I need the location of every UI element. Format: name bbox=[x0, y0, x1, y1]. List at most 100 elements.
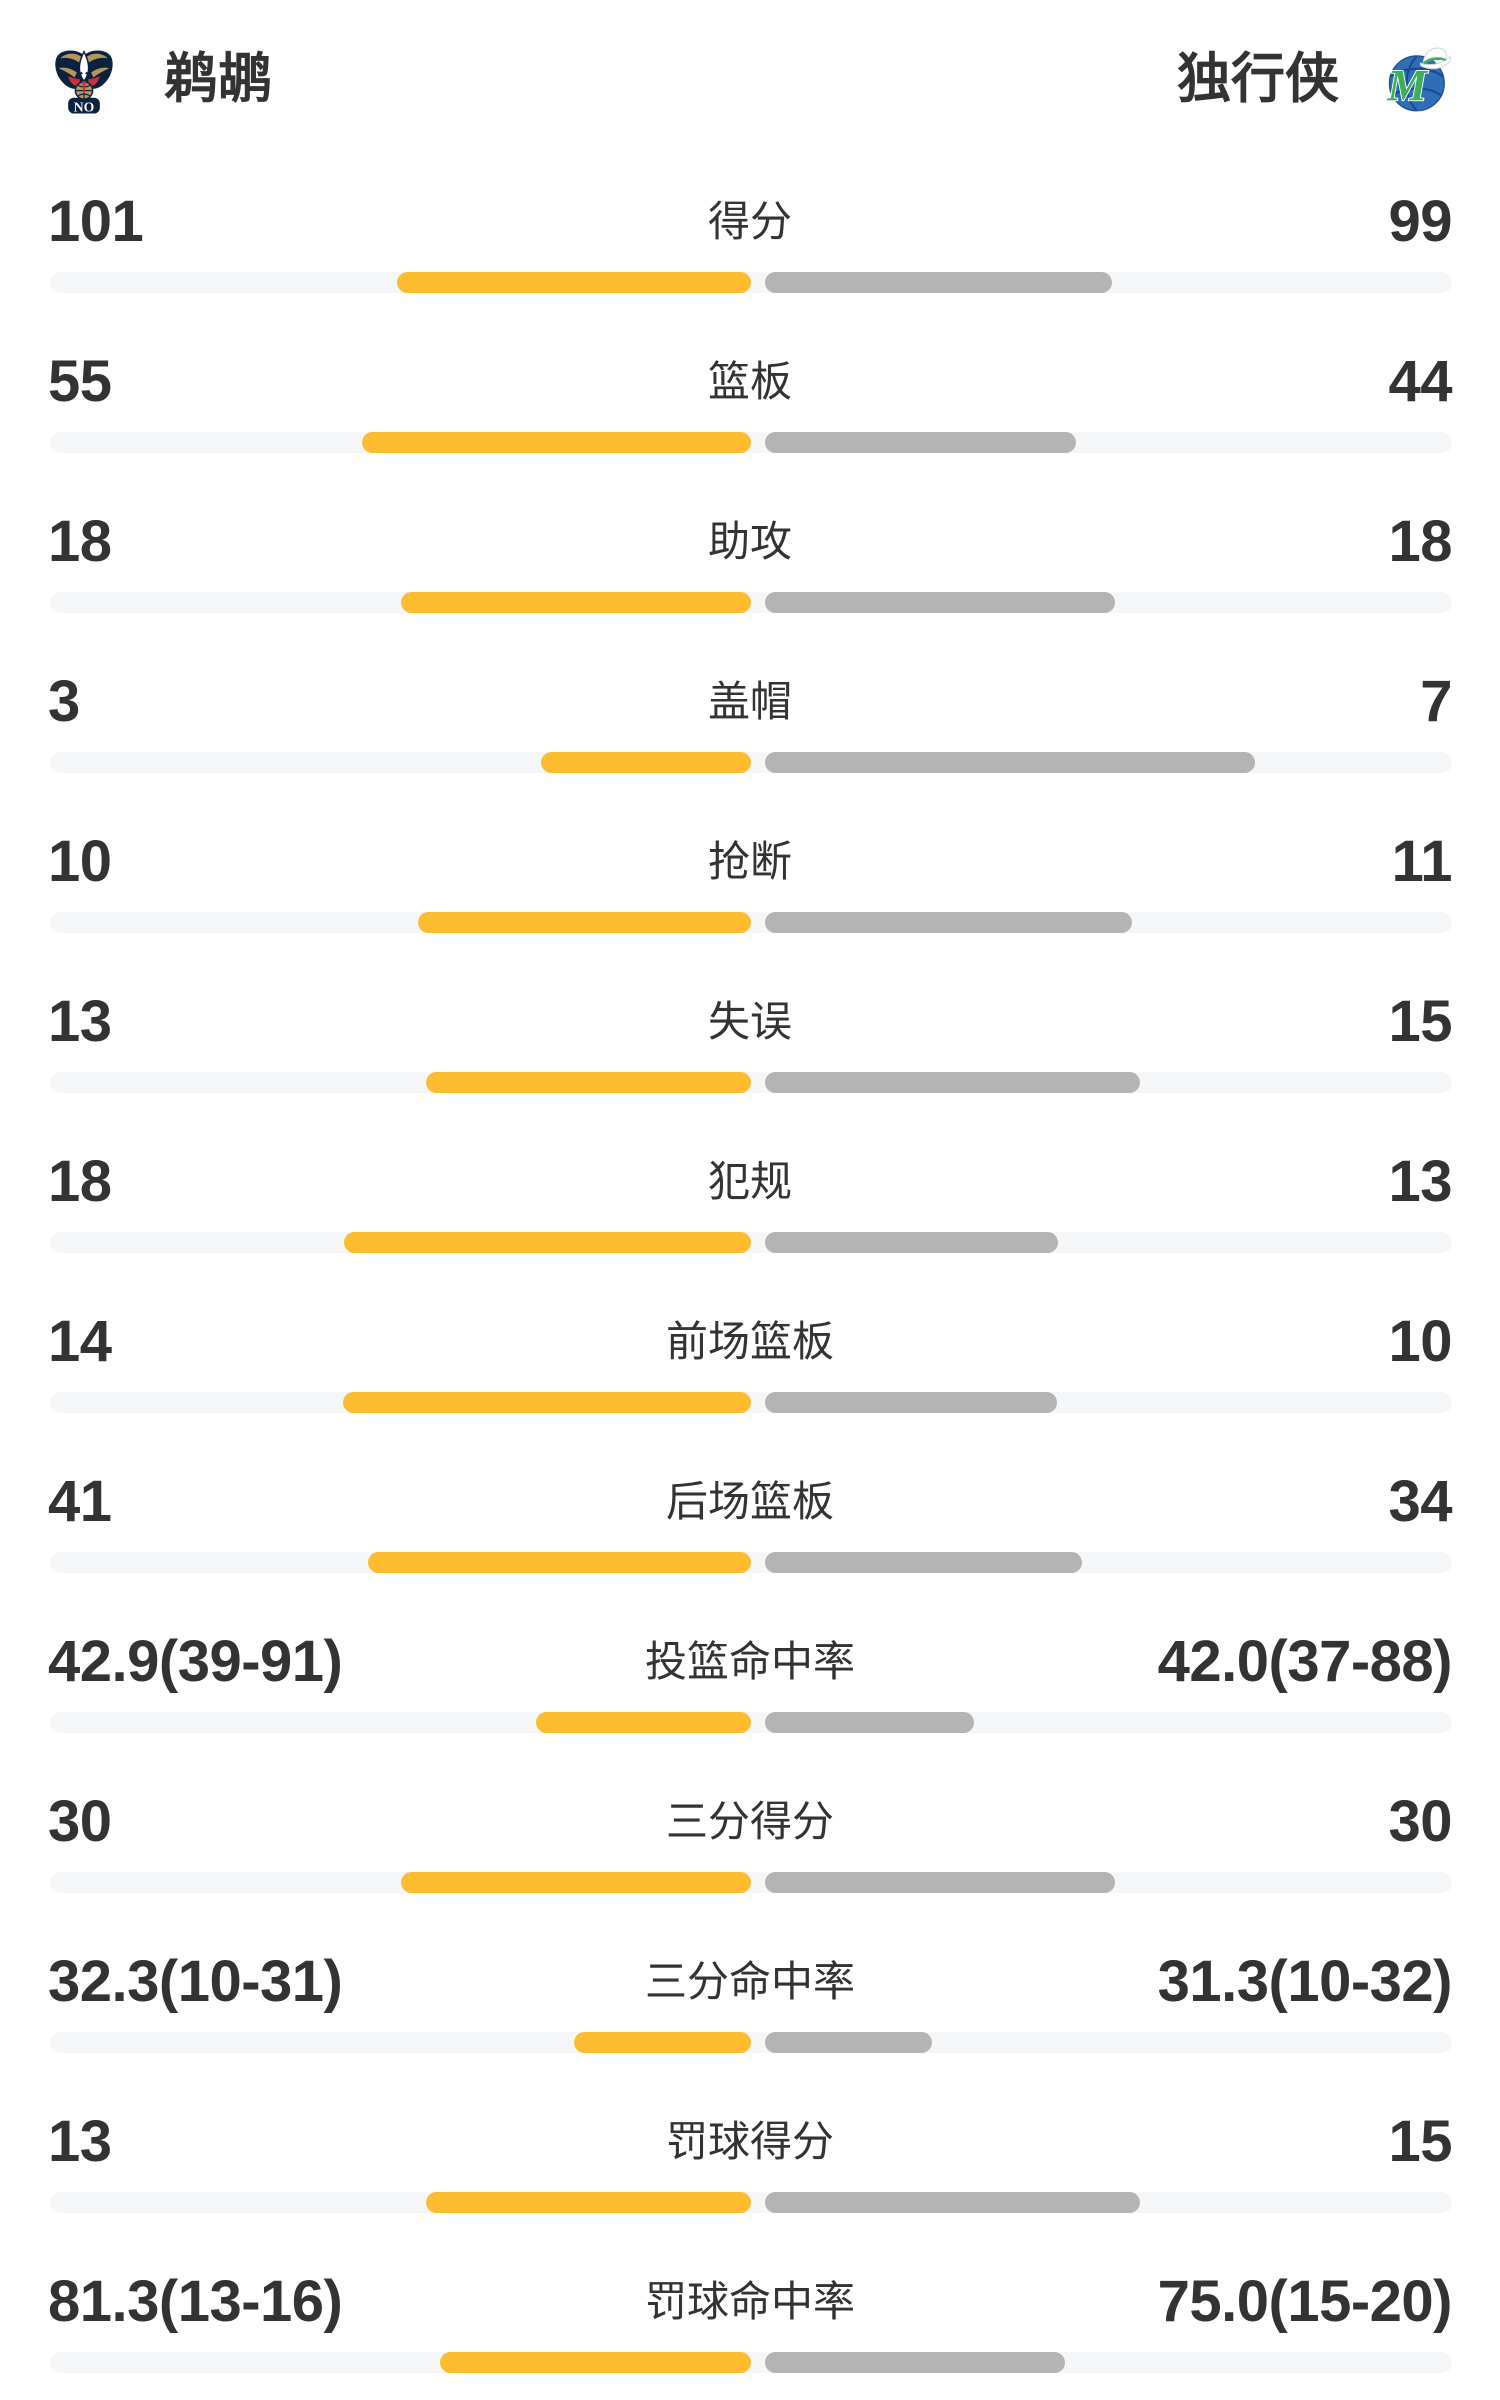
stat-value-right: 15 bbox=[1388, 2109, 1452, 2174]
stat-value-right: 34 bbox=[1388, 1469, 1452, 1534]
stat-bar-track bbox=[50, 1232, 1452, 1253]
stat-bar-track bbox=[50, 1072, 1452, 1093]
stat-value-left: 18 bbox=[48, 509, 112, 574]
stat-bar-left bbox=[426, 1072, 751, 1093]
stat-value-left: 42.9(39-91) bbox=[48, 1629, 343, 1694]
stat-label: 三分命中率 bbox=[644, 1958, 856, 2005]
stat-label: 罚球得分 bbox=[665, 2118, 835, 2165]
stat-bar-left bbox=[440, 2352, 751, 2373]
pelicans-logo-icon: NO bbox=[55, 50, 113, 114]
stat-value-right: 15 bbox=[1388, 989, 1452, 1054]
stat-bar-track bbox=[50, 1712, 1452, 1733]
stat-bar-right bbox=[765, 592, 1115, 613]
team-right: 独行侠 M bbox=[1177, 43, 1455, 115]
stat-bar-right bbox=[765, 2032, 932, 2053]
stat-bar-track bbox=[50, 1552, 1452, 1573]
stat-bar-left bbox=[536, 1712, 751, 1733]
stat-bar-track bbox=[50, 432, 1452, 453]
stat-row: 3 盖帽 7 bbox=[0, 625, 1500, 785]
stat-label: 助攻 bbox=[707, 518, 793, 565]
stats-comparison-list: 101 得分 99 55 篮板 44 18 助攻 18 bbox=[0, 145, 1500, 2385]
stat-row: 14 前场篮板 10 bbox=[0, 1265, 1500, 1425]
stat-row: 30 三分得分 30 bbox=[0, 1745, 1500, 1905]
stat-bar-track bbox=[50, 1392, 1452, 1413]
stat-bar-right bbox=[765, 1552, 1082, 1573]
stat-bar-right bbox=[765, 272, 1112, 293]
stat-bar-left bbox=[401, 1872, 751, 1893]
stat-bar-left bbox=[426, 2192, 751, 2213]
stat-value-right: 75.0(15-20) bbox=[1157, 2269, 1453, 2334]
stat-value-right: 11 bbox=[1391, 829, 1453, 894]
stat-bar-right bbox=[765, 1872, 1115, 1893]
stat-value-left: 81.3(13-16) bbox=[48, 2269, 343, 2334]
stat-bar-track bbox=[50, 2032, 1452, 2053]
stat-value-right: 99 bbox=[1388, 189, 1452, 254]
stat-value-left: 101 bbox=[48, 189, 144, 254]
stat-bar-right bbox=[765, 2352, 1065, 2373]
stat-bar-right bbox=[765, 752, 1255, 773]
stat-bar-left bbox=[343, 1392, 751, 1413]
stat-row: 13 罚球得分 15 bbox=[0, 2065, 1500, 2225]
stat-label: 投篮命中率 bbox=[644, 1638, 856, 1685]
stat-value-right: 13 bbox=[1388, 1149, 1452, 1214]
stat-row: 13 失误 15 bbox=[0, 945, 1500, 1105]
stat-value-left: 14 bbox=[48, 1309, 112, 1374]
stat-label: 得分 bbox=[707, 198, 793, 245]
stat-label: 犯规 bbox=[707, 1158, 793, 1205]
stat-bar-track bbox=[50, 1872, 1452, 1893]
stat-bar-left bbox=[541, 752, 751, 773]
stat-label: 罚球命中率 bbox=[644, 2278, 856, 2325]
stat-value-right: 18 bbox=[1388, 509, 1452, 574]
svg-text:NO: NO bbox=[74, 99, 95, 114]
stat-row: 101 得分 99 bbox=[0, 145, 1500, 305]
stat-row: 41 后场篮板 34 bbox=[0, 1425, 1500, 1585]
stat-bar-left bbox=[397, 272, 751, 293]
stat-bar-right bbox=[765, 1392, 1057, 1413]
stat-bar-right bbox=[765, 1232, 1058, 1253]
stat-value-right: 7 bbox=[1420, 669, 1452, 734]
stat-label: 盖帽 bbox=[707, 678, 793, 725]
stat-value-right: 42.0(37-88) bbox=[1157, 1629, 1453, 1694]
stat-row: 81.3(13-16) 罚球命中率 75.0(15-20) bbox=[0, 2225, 1500, 2385]
stat-row: 32.3(10-31) 三分命中率 31.3(10-32) bbox=[0, 1905, 1500, 2065]
team-name-left: 鹈鹕 bbox=[164, 49, 272, 109]
header: NO 鹈鹕 独行侠 M bbox=[48, 42, 1455, 116]
stat-bar-left bbox=[368, 1552, 751, 1573]
stat-row: 10 抢断 11 bbox=[0, 785, 1500, 945]
stat-value-right: 44 bbox=[1388, 349, 1452, 414]
stat-bar-right bbox=[765, 1712, 974, 1733]
stat-value-left: 55 bbox=[48, 349, 112, 414]
team-left: NO 鹈鹕 bbox=[48, 43, 272, 115]
stat-label: 三分得分 bbox=[665, 1798, 835, 1845]
stat-bar-track bbox=[50, 272, 1452, 293]
stat-bar-left bbox=[574, 2032, 751, 2053]
stat-value-left: 30 bbox=[48, 1789, 112, 1854]
stat-value-left: 13 bbox=[48, 2109, 112, 2174]
stat-row: 18 犯规 13 bbox=[0, 1105, 1500, 1265]
stat-label: 后场篮板 bbox=[665, 1478, 835, 1525]
stat-value-right: 30 bbox=[1388, 1789, 1452, 1854]
stat-bar-left bbox=[344, 1232, 751, 1253]
stat-value-left: 18 bbox=[48, 1149, 112, 1214]
stat-bar-track bbox=[50, 912, 1452, 933]
stat-label: 前场篮板 bbox=[665, 1318, 835, 1365]
stat-bar-left bbox=[401, 592, 751, 613]
stat-row: 18 助攻 18 bbox=[0, 465, 1500, 625]
stat-value-left: 13 bbox=[48, 989, 112, 1054]
stat-bar-track bbox=[50, 752, 1452, 773]
stat-bar-left bbox=[418, 912, 751, 933]
stat-bar-track bbox=[50, 2352, 1452, 2373]
stat-bar-track bbox=[50, 2192, 1452, 2213]
svg-text:M: M bbox=[1386, 60, 1428, 110]
stat-value-left: 41 bbox=[48, 1469, 112, 1534]
stat-row: 42.9(39-91) 投篮命中率 42.0(37-88) bbox=[0, 1585, 1500, 1745]
stat-row: 55 篮板 44 bbox=[0, 305, 1500, 465]
stat-value-left: 32.3(10-31) bbox=[48, 1949, 343, 2014]
stat-label: 失误 bbox=[707, 998, 793, 1045]
stat-value-right: 31.3(10-32) bbox=[1157, 1949, 1453, 2014]
mavericks-logo-icon: M bbox=[1385, 47, 1452, 112]
stat-bar-track bbox=[50, 592, 1452, 613]
stat-value-left: 10 bbox=[48, 829, 112, 894]
stat-bar-right bbox=[765, 432, 1076, 453]
stat-label: 抢断 bbox=[707, 838, 793, 885]
